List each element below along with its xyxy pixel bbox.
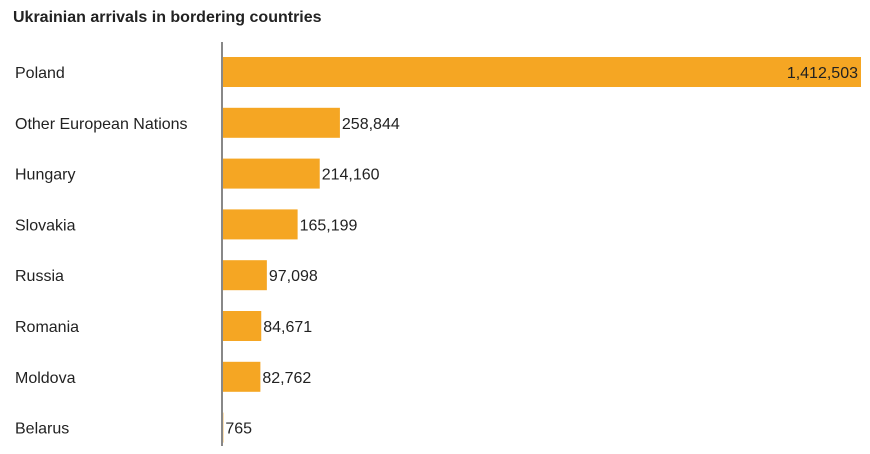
category-label-other-european-nations: Other European Nations <box>15 116 188 133</box>
value-label-slovakia: 165,199 <box>300 217 358 234</box>
category-label-russia: Russia <box>15 268 64 285</box>
value-label-poland: 1,412,503 <box>787 65 858 82</box>
bars-layer: Poland 1,412,503 Other European Nations 258… <box>15 57 861 443</box>
value-label-moldova: 82,762 <box>262 370 311 387</box>
category-label-poland: Poland <box>15 65 65 82</box>
category-label-slovakia: Slovakia <box>15 217 76 234</box>
chart-title: Ukrainian arrivals in bordering countrie… <box>13 9 322 26</box>
value-label-russia: 97,098 <box>269 268 318 285</box>
bar-other-european-nations <box>223 107 340 138</box>
category-label-hungary: Hungary <box>15 167 75 184</box>
bar-moldova <box>223 361 261 392</box>
value-label-romania: 84,671 <box>263 319 312 336</box>
bar-romania <box>223 311 262 341</box>
value-label-belarus: 765 <box>225 421 252 438</box>
bar-slovakia <box>223 209 298 240</box>
value-label-other-european-nations: 258,844 <box>342 116 400 133</box>
value-label-hungary: 214,160 <box>322 167 380 184</box>
category-label-belarus: Belarus <box>15 421 69 438</box>
bar-hungary <box>223 158 320 189</box>
category-label-moldova: Moldova <box>15 370 76 387</box>
category-label-romania: Romania <box>15 319 79 336</box>
bar-poland <box>223 57 861 87</box>
bar-russia <box>223 260 267 291</box>
